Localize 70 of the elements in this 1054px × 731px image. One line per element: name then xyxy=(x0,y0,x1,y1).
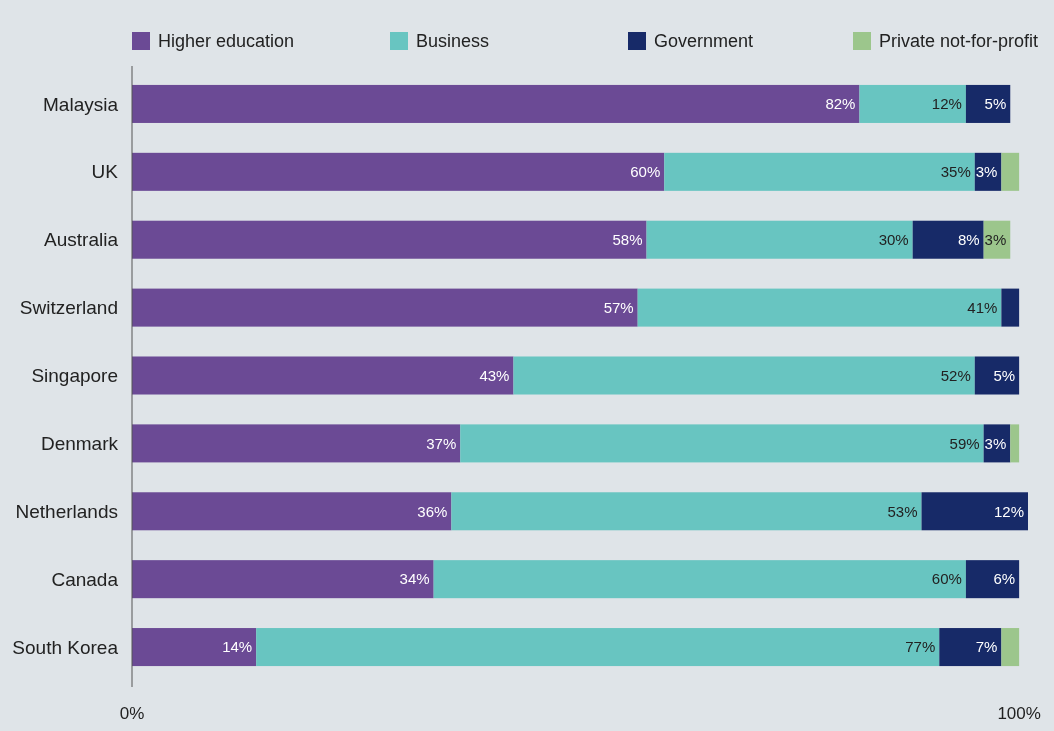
legend-label: Business xyxy=(416,31,490,52)
bar xyxy=(1001,152,1020,191)
y-tick-label: UK xyxy=(91,161,119,183)
data-label: 57% xyxy=(603,298,634,316)
bar xyxy=(1010,424,1020,463)
x-tick-label: 0% xyxy=(119,704,145,723)
bar xyxy=(132,152,665,191)
data-label: 53% xyxy=(887,502,918,520)
y-tick-label: Denmark xyxy=(40,433,119,455)
data-label: 3% xyxy=(984,230,1007,248)
data-label: 52% xyxy=(940,366,971,384)
bar xyxy=(939,628,1002,667)
data-label: 82% xyxy=(825,95,856,113)
y-tick-label: South Korea xyxy=(12,636,119,658)
bar xyxy=(1001,628,1020,667)
x-tick-label: 100% xyxy=(997,704,1041,723)
data-label: 12% xyxy=(931,95,962,113)
data-label: 7% xyxy=(975,638,998,656)
bar xyxy=(132,84,860,123)
bar xyxy=(646,220,913,259)
bar xyxy=(132,560,434,599)
bar xyxy=(912,220,984,259)
y-tick-label: Switzerland xyxy=(19,297,118,319)
legend-label: Private not-for-profit xyxy=(879,31,1039,52)
bar xyxy=(132,356,514,395)
bar xyxy=(965,560,1020,599)
data-label: 3% xyxy=(984,434,1007,452)
data-label: 37% xyxy=(426,434,457,452)
bar xyxy=(513,356,975,395)
data-label: 60% xyxy=(630,163,661,181)
data-label: 36% xyxy=(417,502,448,520)
y-tick-label: Canada xyxy=(51,568,119,590)
bar xyxy=(256,628,940,667)
data-label: 34% xyxy=(399,570,430,588)
bar xyxy=(921,492,1028,531)
y-tick-label: Singapore xyxy=(31,365,118,387)
bar xyxy=(965,84,1011,123)
data-label: 8% xyxy=(957,230,980,248)
y-tick-label: Netherlands xyxy=(15,500,118,522)
bar xyxy=(974,356,1020,395)
y-tick-label: Malaysia xyxy=(43,93,119,115)
data-label: 77% xyxy=(905,638,936,656)
data-label: 43% xyxy=(479,366,510,384)
bar xyxy=(132,288,638,327)
data-label: 5% xyxy=(993,366,1016,384)
bar xyxy=(132,628,257,667)
y-tick-label: Australia xyxy=(44,229,119,251)
bar xyxy=(132,492,452,531)
data-label: 59% xyxy=(949,434,980,452)
bar xyxy=(451,492,922,531)
data-label: 5% xyxy=(984,95,1007,113)
data-label: 6% xyxy=(993,570,1016,588)
data-label: 58% xyxy=(612,230,643,248)
legend-label: Government xyxy=(654,31,754,52)
bar xyxy=(1001,288,1020,327)
data-label: 3% xyxy=(975,163,998,181)
legend-label: Higher education xyxy=(158,31,295,52)
data-label: 12% xyxy=(993,502,1024,520)
bar xyxy=(664,152,975,191)
data-label: 14% xyxy=(222,638,253,656)
data-label: 60% xyxy=(931,570,962,588)
data-label: 41% xyxy=(967,298,998,316)
bar xyxy=(132,220,647,259)
bar xyxy=(637,288,1002,327)
bar xyxy=(859,84,966,123)
data-label: 35% xyxy=(940,163,971,181)
bar xyxy=(433,560,966,599)
data-label: 30% xyxy=(878,230,909,248)
bar xyxy=(460,424,984,463)
bar xyxy=(132,424,461,463)
